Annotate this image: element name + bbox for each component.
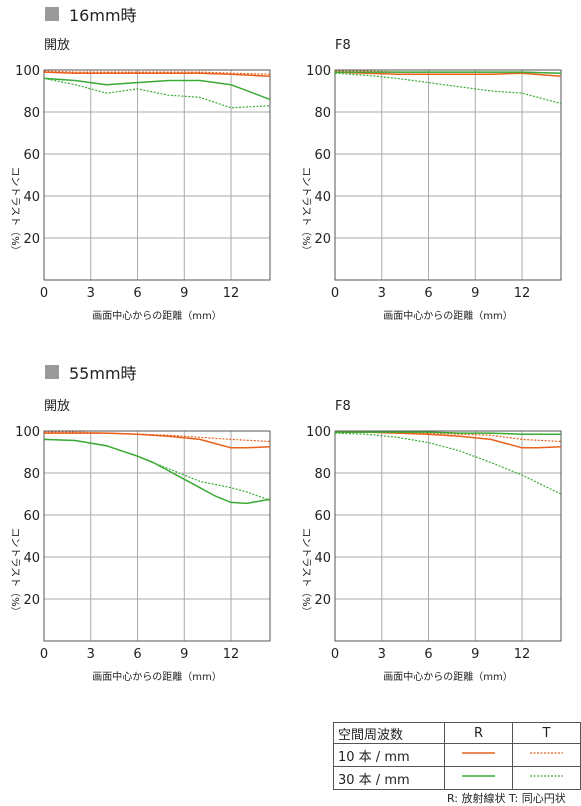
series-line-30-t: [334, 72, 562, 105]
y-axis-label: コントラスト（%）: [9, 527, 21, 616]
legend-sample-30-t: [512, 766, 581, 790]
x-tick-label: 3: [87, 286, 95, 301]
x-axis-label: 画面中心からの距離（mm）: [383, 670, 512, 683]
legend-row-30: 30 本 / mm: [333, 766, 581, 790]
x-tick-label: 12: [514, 647, 531, 662]
series-line-30-t: [43, 77, 271, 109]
y-tick-label: 80: [23, 106, 40, 121]
legend-row-label: 10 本 / mm: [333, 743, 445, 767]
y-tick-label: 20: [23, 232, 40, 247]
y-tick-label: 100: [15, 425, 40, 440]
mtf-chart-55mm-f8: F8 0 3 6 9 12 20 40 60 80 100 画面中心からの距離（mm） コントラスト（%…: [300, 399, 562, 683]
x-tick-label: 3: [87, 647, 95, 662]
series-line-10-t: [44, 431, 271, 443]
x-tick-label: 0: [40, 647, 48, 662]
y-tick-label: 20: [314, 232, 331, 247]
legend-sample-10-r: [444, 743, 513, 767]
chart-title: F8: [335, 38, 351, 53]
section-square-icon: [45, 7, 59, 21]
y-tick-label: 100: [306, 425, 331, 440]
plot-frame: [43, 430, 271, 642]
y-tick-label: 100: [15, 64, 40, 79]
legend-sample-10-t: [512, 743, 581, 767]
legend-note: R: 放射線状 T: 同心円状: [447, 792, 566, 805]
y-tick-label: 100: [306, 64, 331, 79]
legend-row-label: 30 本 / mm: [333, 766, 445, 790]
series-line-10-t: [43, 70, 271, 75]
series-line-30-r: [43, 77, 271, 101]
mtf-chart-16mm-f8: F8 0 3 6 9 12 20 40 60 80 100 画面中心からの距離（mm） コントラスト（%…: [300, 38, 562, 322]
legend-row-10: 10 本 / mm: [333, 743, 581, 767]
x-tick-label: 6: [424, 647, 432, 662]
legend-header-label: 空間周波数: [333, 722, 445, 744]
x-tick-label: 9: [471, 647, 479, 662]
y-axis-label: コントラスト（%）: [9, 166, 21, 255]
x-tick-label: 9: [180, 286, 188, 301]
section-header-55mm: 55mm時: [45, 360, 137, 384]
x-tick-label: 12: [223, 647, 240, 662]
legend-sample-30-r: [444, 766, 513, 790]
legend-col-t: T: [512, 722, 581, 744]
series-line-10-r: [43, 71, 271, 78]
y-tick-label: 60: [23, 509, 40, 524]
section-header-16mm: 16mm時: [45, 2, 137, 26]
y-tick-label: 60: [23, 148, 40, 163]
mtf-chart-55mm-open: 開放 0 3 6 9 12 20 40 60 80 100 画面中心からの距離（mm） コントラスト（%…: [9, 399, 271, 683]
x-tick-label: 6: [133, 286, 141, 301]
legend-table: 空間周波数 R T 10 本 / mm 30 本 / mm: [333, 722, 581, 790]
plot-frame: [334, 69, 562, 281]
series-line-30-r: [335, 431, 561, 435]
chart-title: 開放: [44, 38, 70, 53]
x-tick-label: 0: [331, 647, 339, 662]
mtf-chart-16mm-open: 開放 0 3 6 9 12 20 40 60 80 100 画面中心からの距離（mm） コントラスト（%…: [9, 38, 271, 322]
x-tick-label: 0: [40, 286, 48, 301]
series-line-10-r: [334, 71, 562, 78]
x-axis-label: 画面中心からの距離（mm）: [92, 670, 221, 683]
section-square-icon: [45, 365, 59, 379]
plot-frame: [43, 69, 271, 281]
y-tick-label: 40: [23, 551, 40, 566]
x-tick-label: 12: [223, 286, 240, 301]
x-tick-label: 12: [514, 286, 531, 301]
legend-header-row: 空間周波数 R T: [333, 722, 581, 744]
x-tick-label: 9: [471, 286, 479, 301]
series-line-30-r: [43, 438, 271, 505]
legend-col-r: R: [444, 722, 513, 744]
y-tick-label: 20: [314, 593, 331, 608]
y-axis-label: コントラスト（%）: [300, 527, 312, 616]
chart-title: F8: [335, 399, 351, 414]
y-tick-label: 80: [314, 467, 331, 482]
y-tick-label: 60: [314, 509, 331, 524]
y-tick-label: 40: [314, 190, 331, 205]
x-axis-label: 画面中心からの距離（mm）: [92, 309, 221, 322]
plot-frame: [334, 430, 562, 642]
x-tick-label: 6: [133, 647, 141, 662]
y-tick-label: 80: [23, 467, 40, 482]
y-tick-label: 80: [314, 106, 331, 121]
y-tick-label: 60: [314, 148, 331, 163]
x-tick-label: 9: [180, 647, 188, 662]
series-line-30-t: [334, 432, 562, 495]
x-tick-label: 6: [424, 286, 432, 301]
x-axis-label: 画面中心からの距離（mm）: [383, 309, 512, 322]
y-axis-label: コントラスト（%）: [300, 166, 312, 255]
chart-title: 開放: [44, 399, 70, 414]
x-tick-label: 0: [331, 286, 339, 301]
y-tick-label: 20: [23, 593, 40, 608]
y-tick-label: 40: [23, 190, 40, 205]
section-title: 55mm時: [69, 364, 137, 383]
series-line-30-r: [335, 71, 562, 74]
y-tick-label: 40: [314, 551, 331, 566]
x-tick-label: 3: [378, 647, 386, 662]
section-title: 16mm時: [69, 6, 137, 25]
x-tick-label: 3: [378, 286, 386, 301]
